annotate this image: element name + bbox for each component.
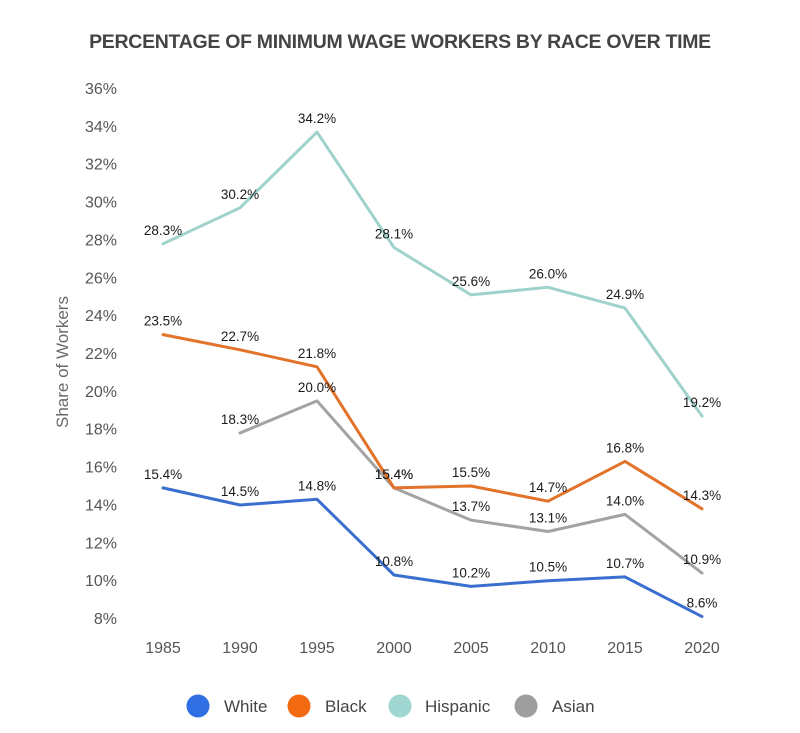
- data-label-hispanic: 25.6%: [452, 274, 490, 289]
- legend-swatch-hispanic: [388, 694, 412, 718]
- data-label-black: 16.8%: [606, 440, 644, 455]
- data-label-white: 10.5%: [529, 560, 567, 575]
- data-label-black: 21.8%: [298, 346, 336, 361]
- data-label-white: 10.7%: [606, 556, 644, 571]
- legend: White Black Hispanic Asian: [186, 694, 595, 718]
- legend-swatch-black: [287, 694, 311, 718]
- y-tick-label: 18%: [85, 422, 117, 439]
- x-tick-label: 2020: [684, 640, 720, 657]
- y-tick-label: 28%: [85, 232, 117, 249]
- data-label-hispanic: 19.2%: [683, 395, 721, 410]
- y-tick-label: 14%: [85, 497, 117, 514]
- series-line-asian: [238, 399, 704, 575]
- data-label-asian: 13.1%: [529, 510, 567, 525]
- y-tick-label: 22%: [85, 346, 117, 363]
- chart-title: PERCENTAGE OF MINIMUM WAGE WORKERS BY RA…: [89, 31, 711, 53]
- legend-label-black: Black: [325, 697, 367, 716]
- data-label-white: 10.8%: [375, 554, 413, 569]
- x-tick-label: 1985: [145, 640, 181, 657]
- y-axis-title: Share of Workers: [53, 296, 72, 428]
- data-label-hispanic: 26.0%: [529, 266, 567, 281]
- x-tick-label: 2005: [453, 640, 489, 657]
- data-label-white: 14.8%: [298, 478, 336, 493]
- y-tick-label: 20%: [85, 384, 117, 401]
- data-label-asian: 15.4%: [375, 467, 413, 482]
- y-axis: 8% 10% 12% 14% 16% 18% 20% 22% 24% 26% 28% 30% 32% 34…: [85, 81, 117, 628]
- legend-label-white: White: [224, 697, 267, 716]
- data-label-white: 15.4%: [144, 467, 182, 482]
- data-label-hispanic: 28.1%: [375, 227, 413, 242]
- legend-label-asian: Asian: [552, 697, 595, 716]
- data-label-white: 8.6%: [687, 596, 718, 611]
- y-tick-label: 26%: [85, 270, 117, 287]
- y-tick-label: 10%: [85, 573, 117, 590]
- data-label-hispanic: 34.2%: [298, 111, 336, 126]
- x-tick-label: 1990: [222, 640, 258, 657]
- data-label-asian: 14.0%: [606, 493, 644, 508]
- data-label-white: 14.5%: [221, 484, 259, 499]
- y-tick-label: 12%: [85, 535, 117, 552]
- y-tick-label: 36%: [85, 81, 117, 98]
- data-label-black: 14.7%: [529, 480, 567, 495]
- x-axis: 1985 1990 1995 2000 2005 2010 2015 2020: [145, 640, 720, 657]
- data-label-hispanic: 30.2%: [221, 187, 259, 202]
- data-label-asian: 20.0%: [298, 380, 336, 395]
- series-lines: [161, 130, 704, 619]
- x-tick-label: 1995: [299, 640, 335, 657]
- x-tick-label: 2010: [530, 640, 566, 657]
- x-tick-label: 2015: [607, 640, 643, 657]
- y-tick-label: 24%: [85, 308, 117, 325]
- data-label-black: 14.3%: [683, 488, 721, 503]
- data-label-asian: 18.3%: [221, 412, 259, 427]
- y-tick-label: 32%: [85, 157, 117, 174]
- y-tick-label: 16%: [85, 460, 117, 477]
- series-line-hispanic: [161, 130, 704, 418]
- y-tick-label: 30%: [85, 195, 117, 212]
- data-label-white: 10.2%: [452, 565, 490, 580]
- legend-label-hispanic: Hispanic: [425, 697, 491, 716]
- data-label-asian: 13.7%: [452, 499, 490, 514]
- data-label-black: 15.5%: [452, 465, 490, 480]
- data-label-black: 22.7%: [221, 329, 259, 344]
- data-label-black: 23.5%: [144, 314, 182, 329]
- series-line-black: [161, 333, 704, 511]
- data-label-hispanic: 24.9%: [606, 287, 644, 302]
- y-tick-label: 8%: [94, 611, 117, 628]
- series-line-white: [161, 486, 704, 619]
- legend-swatch-white: [186, 694, 210, 718]
- x-tick-label: 2000: [376, 640, 412, 657]
- data-label-asian: 10.9%: [683, 552, 721, 567]
- data-labels: 15.4% 14.5% 14.8% 10.8% 10.2% 10.5% 10.7% 8.6% 2…: [144, 111, 721, 611]
- legend-swatch-asian: [514, 694, 538, 718]
- data-label-hispanic: 28.3%: [144, 223, 182, 238]
- data-label-black: 15.4%: [375, 467, 413, 482]
- y-tick-label: 34%: [85, 119, 117, 136]
